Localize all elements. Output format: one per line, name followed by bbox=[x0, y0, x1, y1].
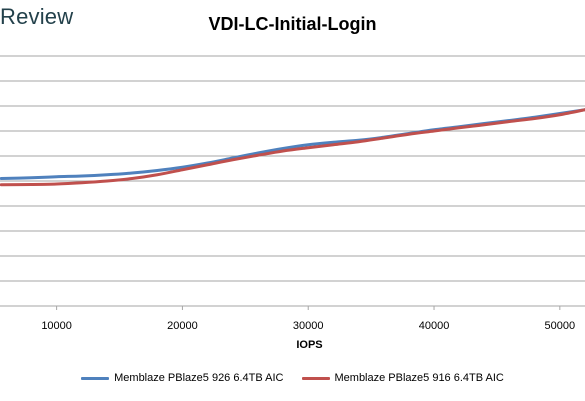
legend-item-series-1: Memblaze PBlaze5 926 6.4TB AIC bbox=[81, 372, 284, 384]
x-axis-ticks: 10000 20000 30000 40000 50000 bbox=[41, 306, 575, 332]
series-line-1 bbox=[0, 108, 585, 180]
series-lines bbox=[0, 108, 585, 187]
legend-item-series-2: Memblaze PBlaze5 916 6.4TB AIC bbox=[301, 372, 504, 384]
chart-title: VDI-LC-Initial-Login bbox=[208, 14, 377, 34]
brand-logo: Review bbox=[0, 4, 74, 29]
x-tick-label: 20000 bbox=[167, 320, 198, 332]
x-axis-title: IOPS bbox=[296, 339, 322, 351]
legend: Memblaze PBlaze5 926 6.4TB AIC Memblaze … bbox=[0, 372, 585, 384]
x-tick-label: 30000 bbox=[293, 320, 324, 332]
legend-swatch-series-1 bbox=[81, 376, 110, 380]
series-line-2 bbox=[0, 108, 585, 187]
x-tick-label: 10000 bbox=[41, 320, 72, 332]
legend-label-series-1: Memblaze PBlaze5 926 6.4TB AIC bbox=[114, 372, 284, 384]
legend-label-series-2: Memblaze PBlaze5 916 6.4TB AIC bbox=[334, 372, 504, 384]
x-tick-label: 50000 bbox=[545, 320, 576, 332]
x-tick-label: 40000 bbox=[419, 320, 450, 332]
legend-swatch-series-2 bbox=[301, 376, 330, 380]
